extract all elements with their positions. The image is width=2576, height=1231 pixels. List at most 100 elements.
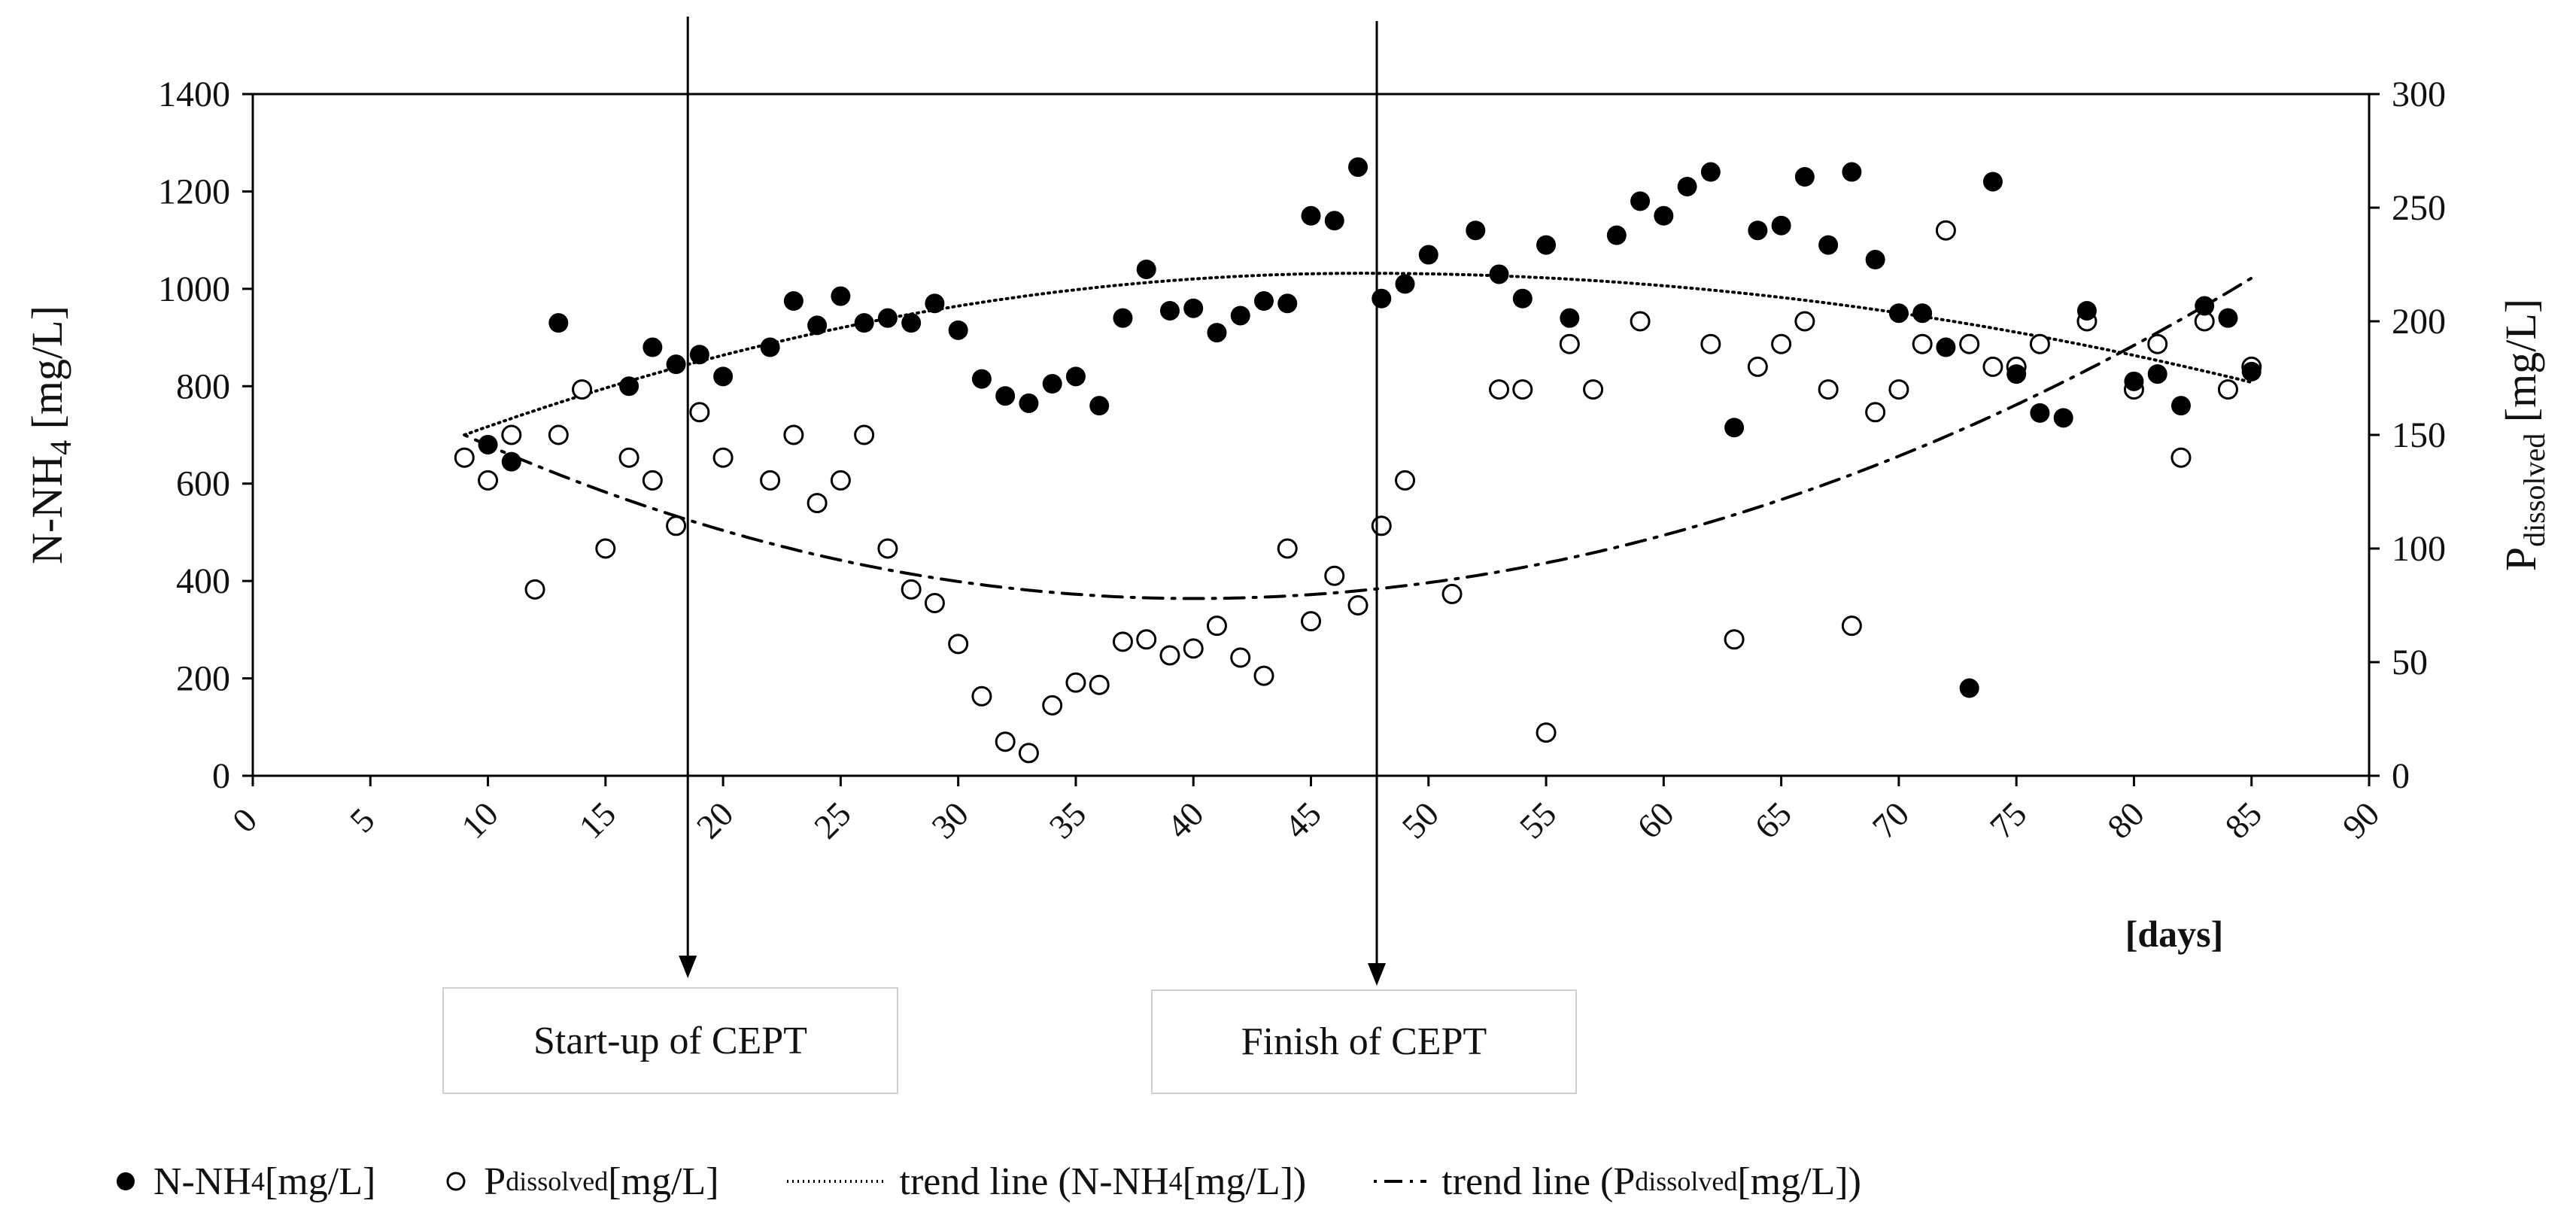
n-nh4-point (1042, 374, 1062, 394)
p-dissolved-point (1700, 333, 1721, 354)
p-dissolved-point (830, 470, 851, 491)
y-left-label-sub: 4 (44, 440, 77, 455)
p-dissolved-point (1536, 722, 1557, 743)
n-nh4-point (1466, 220, 1486, 241)
p-dissolved-point (1089, 674, 1110, 695)
n-nh4-point (2241, 361, 2262, 381)
p-dissolved-point (712, 447, 734, 468)
n-nh4-point (1395, 274, 1415, 294)
n-nh4-point (619, 376, 639, 397)
x-tick-label: 85 (2217, 795, 2269, 847)
x-tick-label: 60 (1630, 795, 1681, 847)
p-dissolved-point (971, 685, 992, 707)
x-tick-label: 10 (454, 795, 506, 847)
p-dissolved-point (1042, 695, 1063, 716)
x-tick-label: 70 (1865, 795, 1917, 847)
p-dissolved-point (1771, 333, 1792, 354)
y-left-label-main: N-NH (23, 455, 71, 564)
x-tick-label: 35 (1042, 795, 1094, 847)
p-dissolved-point (1724, 629, 1745, 650)
n-nh4-point (689, 345, 709, 365)
p-dissolved-point (478, 470, 499, 491)
p-dissolved-point (666, 515, 687, 536)
y-left-tick-label: 200 (176, 659, 230, 699)
n-nh4-point (1818, 235, 1839, 255)
n-nh4-point (1888, 303, 1909, 324)
n-nh4-point (1865, 250, 1885, 270)
x-tick-label: 65 (1747, 795, 1799, 847)
p-dissolved-point (689, 402, 710, 423)
p-dissolved-point (1982, 356, 2003, 377)
y-left-label-unit: [mg/L] (23, 305, 71, 440)
n-nh4-point (831, 286, 851, 306)
p-dissolved-point (642, 470, 663, 491)
y-axis-left-label: N-NH4 [mg/L] (23, 305, 77, 564)
x-tick-label: 90 (2335, 795, 2387, 847)
y-right-tick-label: 0 (2392, 756, 2410, 796)
n-nh4-point (1700, 162, 1721, 182)
n-nh4-point (1912, 303, 1933, 324)
n-nh4-point (1301, 205, 1321, 226)
p-dissolved-point (2029, 333, 2050, 354)
n-nh4-point (2030, 403, 2050, 423)
n-nh4-point (548, 313, 569, 333)
n-nh4-point (1372, 288, 1392, 309)
n-nh4-point (713, 366, 734, 387)
annotation-startup-label: Start-up of CEPT (533, 1019, 807, 1062)
annotation-arrow-head (679, 956, 697, 978)
n-nh4-point (2053, 408, 2073, 428)
n-nh4-point (1842, 162, 1862, 182)
p-dissolved-point (1959, 333, 1980, 354)
p-dissolved-point (1512, 379, 1533, 400)
p-dissolved-point (1183, 638, 1204, 659)
x-axis-label: [days] (2125, 913, 2224, 955)
n-nh4-point (995, 386, 1016, 406)
y-left-tick-label: 1200 (158, 172, 230, 211)
x-tick-label: 50 (1395, 795, 1447, 847)
p-dissolved-point (1112, 631, 1133, 652)
n-nh4-point (1677, 176, 1697, 196)
p-dissolved-point (783, 424, 804, 445)
p-dissolved-point (1888, 379, 1909, 400)
n-nh4-point (1183, 298, 1204, 318)
n-nh4-point (666, 354, 686, 375)
x-tick-label: 0 (225, 801, 264, 840)
p-dissolved-point (1277, 538, 1298, 559)
plot-area (251, 93, 2371, 777)
y-left-tick-label: 400 (176, 561, 230, 601)
p-dissolved-point (877, 538, 898, 559)
legend-trend-p-sub: dissolved (1635, 1166, 1738, 1196)
annotation-arrow-head (1368, 963, 1387, 986)
x-tick-label: 75 (1982, 795, 2034, 847)
n-nh4-point (2006, 364, 2027, 384)
n-nh4-point (1324, 211, 1344, 231)
n-nh4-point (2076, 300, 2097, 321)
n-nh4-point (877, 308, 898, 328)
n-nh4-point (2195, 296, 2215, 316)
n-nh4-point (1348, 157, 1368, 178)
p-dissolved-point (1253, 665, 1274, 686)
dashdot-line-icon (1374, 1180, 1427, 1183)
n-nh4-point (2218, 308, 2238, 328)
legend-trend-n-tail: [mg/L]) (1182, 1160, 1307, 1203)
y-axis-right-label: Pdissolved [mg/L] (2496, 299, 2551, 571)
n-nh4-point (1512, 288, 1533, 309)
legend-n-text: N-NH (153, 1160, 251, 1203)
n-nh4-point (854, 313, 874, 333)
y-right-tick-label: 250 (2392, 188, 2446, 228)
n-nh4-point (1771, 215, 1791, 236)
n-nh4-point (478, 434, 498, 454)
n-nh4-point (1277, 293, 1298, 314)
n-nh4-point (1724, 418, 1745, 438)
annotation-finish-label: Finish of CEPT (1241, 1020, 1487, 1063)
y-left-tick-label: 1400 (158, 74, 230, 114)
x-tick-label: 80 (2100, 795, 2152, 847)
n-nh4-point (1606, 225, 1627, 245)
p-dissolved-point (1794, 311, 1815, 332)
legend-p-text: P (484, 1160, 506, 1203)
legend-item-n-nh4: N-NH 4 [mg/L] (113, 1160, 375, 1204)
n-nh4-point (1065, 366, 1086, 387)
annotation-startup-box: Start-up of CEPT (442, 987, 898, 1094)
n-nh4-point (1982, 172, 2003, 192)
